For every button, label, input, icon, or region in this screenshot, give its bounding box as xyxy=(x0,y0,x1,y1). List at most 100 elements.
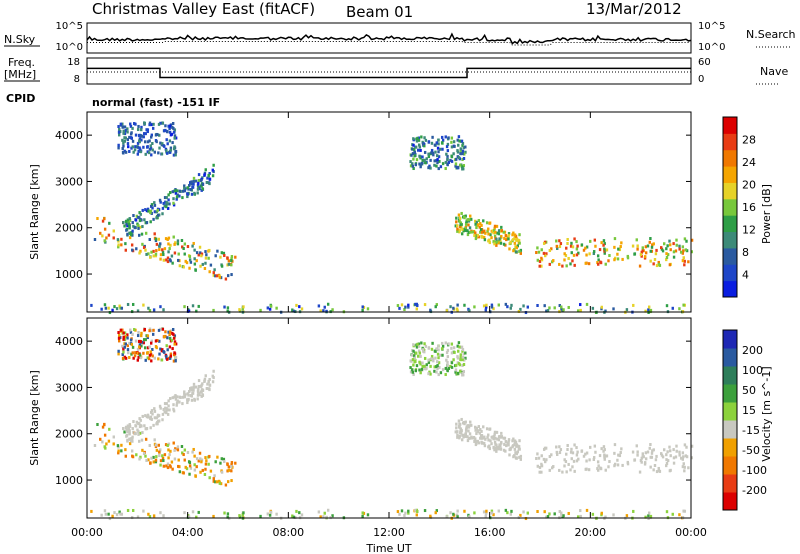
velocity-cell xyxy=(423,350,426,354)
velocity-cell xyxy=(459,355,462,359)
power-cell xyxy=(90,303,93,307)
velocity-cell xyxy=(227,468,231,472)
velocity-cell xyxy=(156,339,159,343)
velocity-cell xyxy=(512,437,515,441)
velocity-cell xyxy=(558,445,561,449)
velocity-cell xyxy=(479,436,482,440)
velocity-cell xyxy=(540,470,543,474)
velocity-cell xyxy=(234,461,237,465)
power-cell xyxy=(137,226,140,230)
velocity-cell xyxy=(436,367,439,371)
velocity-cell xyxy=(191,450,194,454)
power-cell xyxy=(207,173,210,177)
velocity-cell xyxy=(226,469,229,473)
power-cell xyxy=(497,232,501,236)
velocity-cell xyxy=(480,436,484,440)
velocity-cell xyxy=(186,451,190,455)
power-cell xyxy=(507,237,510,241)
power-cell xyxy=(473,233,476,237)
velocity-cell xyxy=(635,444,638,448)
velocity-cell xyxy=(493,448,496,452)
power-cell xyxy=(459,225,462,229)
velocity-cell xyxy=(266,512,270,516)
power-cell xyxy=(587,262,591,266)
power-cell xyxy=(149,204,153,208)
velocity-cell xyxy=(596,460,600,464)
power-cell xyxy=(118,304,121,308)
velocity-cell xyxy=(134,351,137,355)
velocity-cell xyxy=(177,458,180,462)
velocity-cell xyxy=(513,447,517,451)
power-cell xyxy=(298,305,301,309)
power-cell xyxy=(137,149,140,153)
velocity-cell xyxy=(122,335,125,339)
velocity-cell xyxy=(463,422,466,426)
velocity-cell xyxy=(474,425,477,429)
velocity-cell xyxy=(437,348,440,352)
velocity-cell xyxy=(137,330,140,334)
velocity-cell xyxy=(123,338,127,342)
velocity-cell xyxy=(203,379,206,383)
velocity-cell xyxy=(143,346,147,350)
power-cell xyxy=(665,247,668,251)
velocity-cell xyxy=(555,450,559,454)
power-cell xyxy=(208,270,211,274)
velocity-cell xyxy=(662,448,666,452)
power-cell xyxy=(421,155,424,159)
power-cell xyxy=(620,241,623,245)
power-cell xyxy=(486,229,489,233)
power-cell xyxy=(117,130,121,134)
velocity-cell xyxy=(160,358,164,362)
power-cell xyxy=(107,233,111,237)
power-cell xyxy=(685,239,688,243)
power-cell xyxy=(219,255,222,259)
power-cell xyxy=(169,259,172,263)
velocity-cell xyxy=(685,445,688,449)
power-cell xyxy=(174,191,178,195)
velocity-cell xyxy=(259,514,262,518)
power-cell xyxy=(198,187,201,191)
velocity-cell xyxy=(361,514,364,518)
power-cell xyxy=(123,136,126,140)
power-cell xyxy=(494,230,497,234)
velocity-cell xyxy=(122,337,125,341)
y-tick-label: 4000 xyxy=(55,335,83,348)
velocity-cell xyxy=(636,450,639,454)
power-cell xyxy=(201,187,204,191)
velocity-cell xyxy=(512,455,515,459)
power-cell xyxy=(220,251,224,255)
power-cell xyxy=(466,218,469,222)
velocity-cell xyxy=(450,351,454,355)
power-cell xyxy=(131,221,134,225)
velocity-cell xyxy=(115,513,119,517)
velocity-cell xyxy=(196,389,200,393)
velocity-cell xyxy=(652,468,655,472)
power-cell xyxy=(490,236,493,240)
velocity-cell xyxy=(596,467,599,471)
velocity-cell xyxy=(138,417,141,421)
velocity-cell xyxy=(230,479,233,483)
power-cell xyxy=(158,248,161,252)
velocity-cell xyxy=(538,465,542,469)
velocity-cell xyxy=(121,356,125,360)
velocity-cell xyxy=(168,356,172,360)
power-cell xyxy=(168,247,171,251)
velocity-cell xyxy=(449,511,452,515)
velocity-cell xyxy=(616,458,619,462)
velocity-cell xyxy=(167,448,170,452)
velocity-cell xyxy=(458,434,461,438)
power-cell xyxy=(504,243,507,247)
power-cell xyxy=(167,193,170,197)
power-cell xyxy=(644,309,647,313)
velocity-cell xyxy=(172,359,176,363)
power-cell xyxy=(566,241,569,245)
velocity-cell xyxy=(407,511,410,515)
velocity-cell xyxy=(445,358,448,362)
power-cell xyxy=(191,304,195,308)
velocity-cell xyxy=(461,364,464,368)
velocity-cell xyxy=(690,444,694,448)
velocity-cell xyxy=(167,404,170,408)
velocity-cell xyxy=(459,358,462,362)
power-cell xyxy=(141,225,144,229)
